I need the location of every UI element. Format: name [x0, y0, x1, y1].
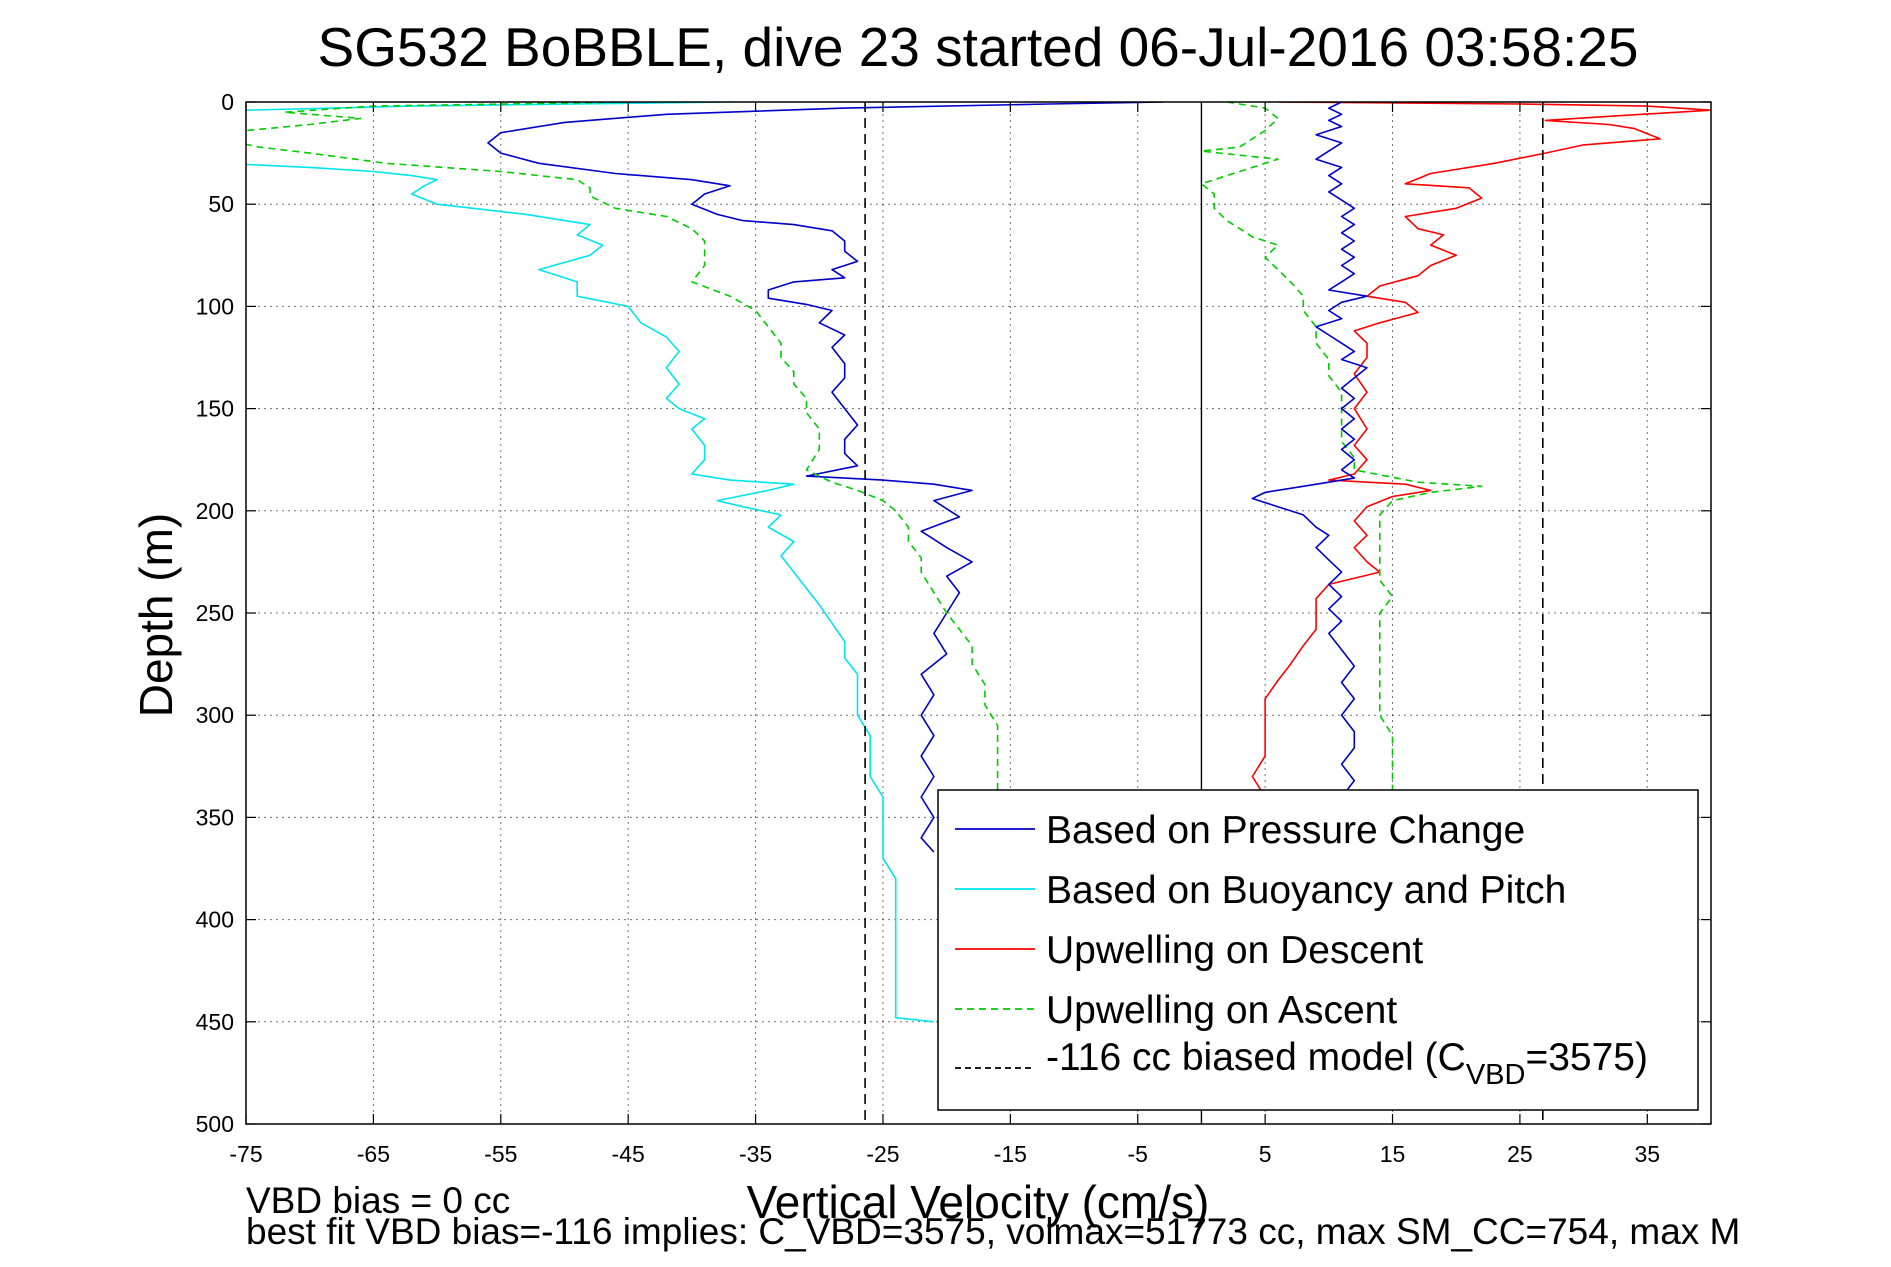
x-tick-label: -75: [229, 1141, 262, 1167]
x-tick-label: 15: [1380, 1141, 1406, 1167]
x-tick-label: -55: [484, 1141, 517, 1167]
x-tick-label: -45: [612, 1141, 645, 1167]
x-tick-label: -5: [1128, 1141, 1148, 1167]
legend-label-model-sub: VBD: [1466, 1059, 1526, 1091]
series-line-based-on-pressure-change: [487, 102, 1164, 853]
y-tick-label: 450: [196, 1009, 234, 1035]
x-tick-label: 5: [1259, 1141, 1272, 1167]
legend-box: [937, 789, 1699, 1111]
y-tick-label: 0: [221, 89, 234, 115]
legend-label-pressure: Based on Pressure Change: [1046, 809, 1525, 852]
y-tick-label: 100: [196, 293, 234, 319]
y-tick-label: 500: [196, 1111, 234, 1137]
legend-label-ascent: Upwelling on Ascent: [1046, 989, 1397, 1032]
series-line-based-on-pressure-change: [1251, 102, 1368, 808]
x-tick-label: -65: [357, 1141, 390, 1167]
legend: Based on Pressure Change Based on Buoyan…: [937, 789, 1699, 1111]
y-tick-label: 50: [208, 191, 234, 217]
x-tick-label: -35: [739, 1141, 772, 1167]
ticks: -75 -65 -55 -45 -35 -25 -15 -5 5 15 25 350501001502…: [196, 89, 1711, 1167]
series-line-upwelling-on-ascent: [246, 102, 999, 818]
legend-label-model-prefix: -116 cc biased model (C: [1046, 1036, 1466, 1079]
legend-label-descent: Upwelling on Descent: [1046, 929, 1423, 972]
y-tick-label: 250: [196, 600, 234, 626]
series-line-based-on-buoyancy-and-pitch: [246, 102, 934, 1023]
legend-label-model-suffix: =3575): [1525, 1036, 1648, 1079]
y-tick-label: 400: [196, 907, 234, 933]
y-tick-label: 350: [196, 804, 234, 830]
legend-label-buoyancy: Based on Buoyancy and Pitch: [1046, 869, 1566, 912]
y-tick-label: 150: [196, 396, 234, 422]
series-line-upwelling-on-descent: [1251, 102, 1711, 798]
annotation-vbd-bias: VBD bias = 0 cc: [246, 1180, 510, 1221]
x-tick-label: 25: [1507, 1141, 1533, 1167]
x-tick-label: -15: [994, 1141, 1027, 1167]
legend-label-model: -116 cc biased model (CVBD=3575): [1046, 1036, 1648, 1091]
x-tick-label: -25: [866, 1141, 899, 1167]
x-axis-label: Vertical Velocity (cm/s): [747, 1176, 1210, 1228]
chart-title: SG532 BoBBLE, dive 23 started 06-Jul-201…: [318, 16, 1639, 78]
y-tick-label: 300: [196, 702, 234, 728]
annotation-best-fit: best fit VBD bias=-116 implies: C_VBD=35…: [246, 1211, 1740, 1252]
y-axis-label: Depth (m): [130, 513, 182, 717]
x-tick-label: 35: [1635, 1141, 1661, 1167]
y-tick-label: 200: [196, 498, 234, 524]
